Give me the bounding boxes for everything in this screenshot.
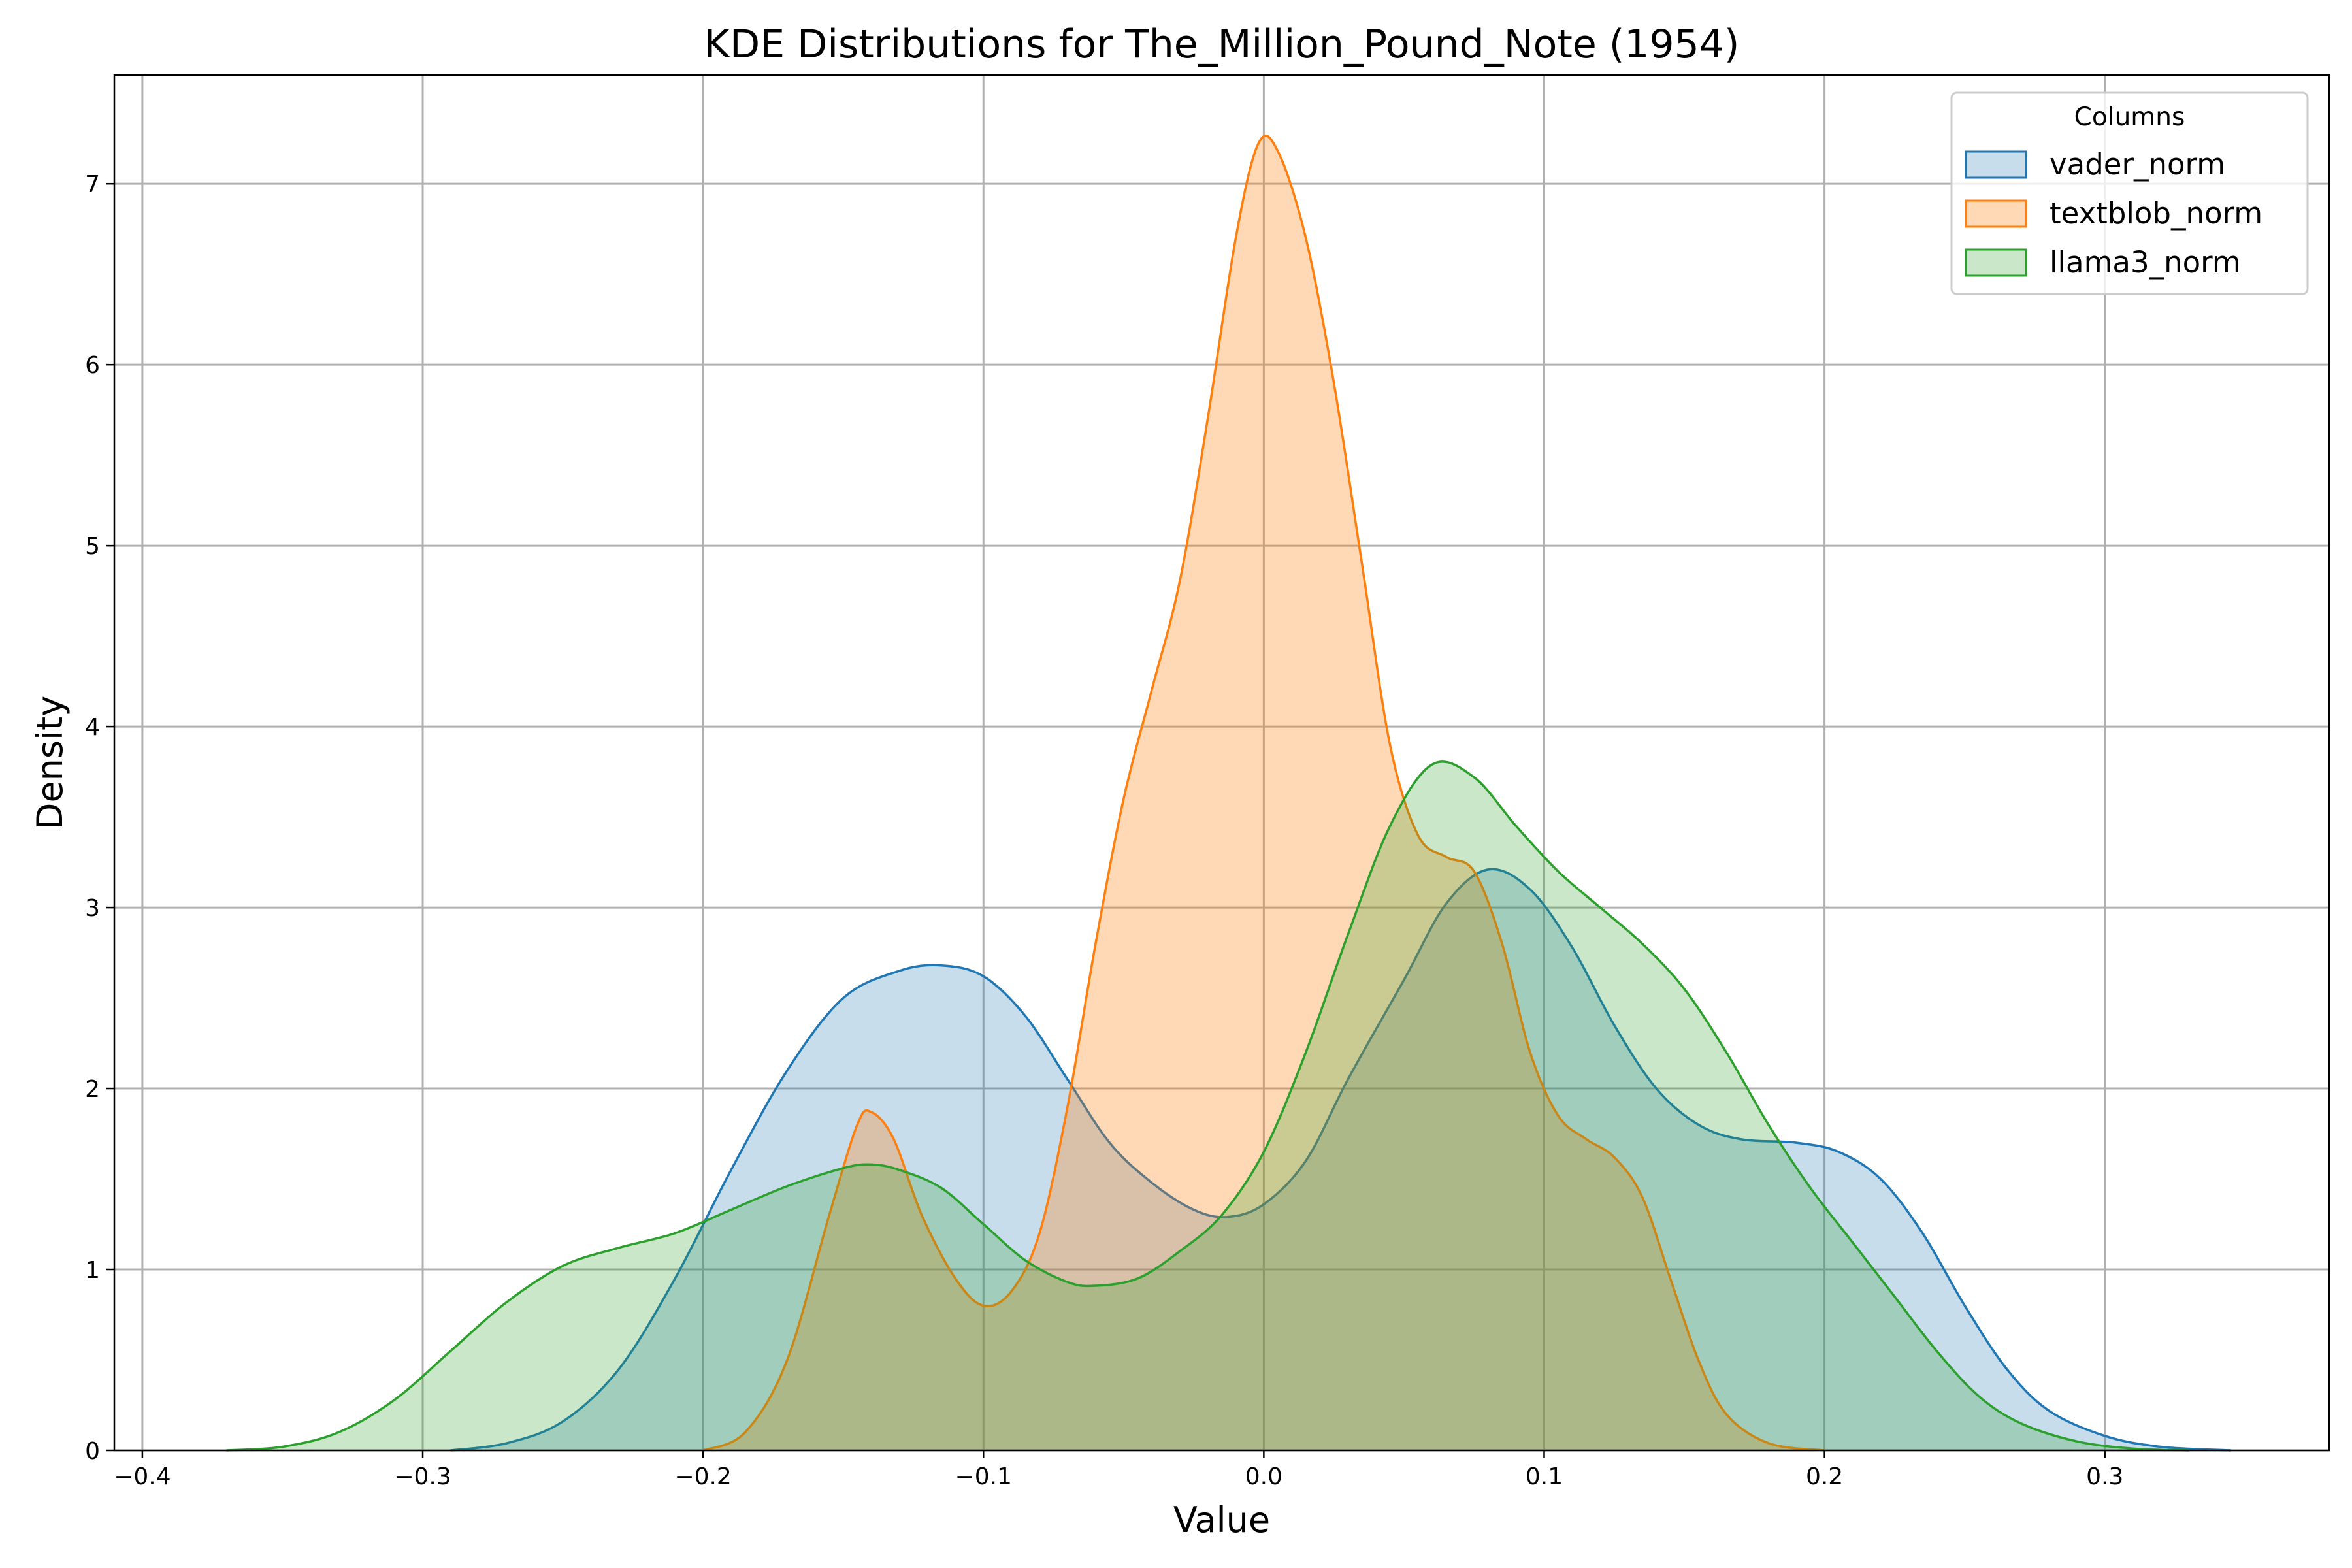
series-area-textblob_norm xyxy=(703,135,1825,1451)
ticks-layer: −0.4 −0.3 −0.2 −0.1 0.0 0.1 0.2 0.3 0 1 2 3 4 5 6 7 xyxy=(85,171,2123,1490)
legend-box xyxy=(1950,91,2309,295)
x-tick-label-2: −0.2 xyxy=(674,1463,731,1490)
chart-title: KDE Distributions for The_Million_Pound_… xyxy=(704,22,1740,67)
x-tick-label-3: −0.1 xyxy=(955,1463,1012,1490)
legend-label-vader_norm: vader_norm xyxy=(2050,147,2225,182)
x-tick-label-7: 0.3 xyxy=(2086,1463,2123,1490)
series-line-vader_norm xyxy=(450,868,2231,1452)
legend: Columns vader_norm textblob_norm llama3_no… xyxy=(1950,91,2309,295)
series-layer xyxy=(226,134,2231,1452)
y-tick-label-3: 3 xyxy=(85,895,100,922)
legend-label-textblob_norm: textblob_norm xyxy=(2050,196,2262,231)
legend-title: Columns xyxy=(2074,103,2185,132)
series-line-textblob_norm xyxy=(702,134,1825,1452)
legend-items: vader_norm textblob_norm llama3_norm xyxy=(1965,147,2262,280)
legend-swatch-llama3_norm xyxy=(1965,248,2027,277)
x-tick-label-1: −0.3 xyxy=(394,1463,451,1490)
series-line-llama3_norm xyxy=(226,760,2189,1452)
x-tick-label-0: −0.4 xyxy=(114,1463,171,1490)
y-tick-label-1: 1 xyxy=(85,1257,100,1284)
grid-layer xyxy=(114,75,2329,1452)
x-tick-label-5: 0.1 xyxy=(1526,1463,1563,1490)
y-tick-label-4: 4 xyxy=(85,714,100,741)
x-tick-label-4: 0.0 xyxy=(1245,1463,1282,1490)
series-area-llama3_norm xyxy=(226,761,2189,1450)
legend-swatch-textblob_norm xyxy=(1965,199,2027,228)
y-tick-label-6: 6 xyxy=(85,352,100,379)
x-axis-label: Value xyxy=(1173,1499,1270,1541)
y-tick-label-5: 5 xyxy=(85,533,100,560)
y-tick-label-7: 7 xyxy=(85,171,100,198)
y-tick-label-2: 2 xyxy=(85,1076,100,1103)
x-tick-label-6: 0.2 xyxy=(1806,1463,1843,1490)
legend-swatch-vader_norm xyxy=(1965,150,2027,179)
legend-label-llama3_norm: llama3_norm xyxy=(2050,245,2241,280)
y-axis-label: Density xyxy=(29,696,71,830)
plot-frame xyxy=(113,74,2330,1452)
y-tick-label-0: 0 xyxy=(85,1438,100,1465)
series-area-vader_norm xyxy=(450,869,2231,1450)
